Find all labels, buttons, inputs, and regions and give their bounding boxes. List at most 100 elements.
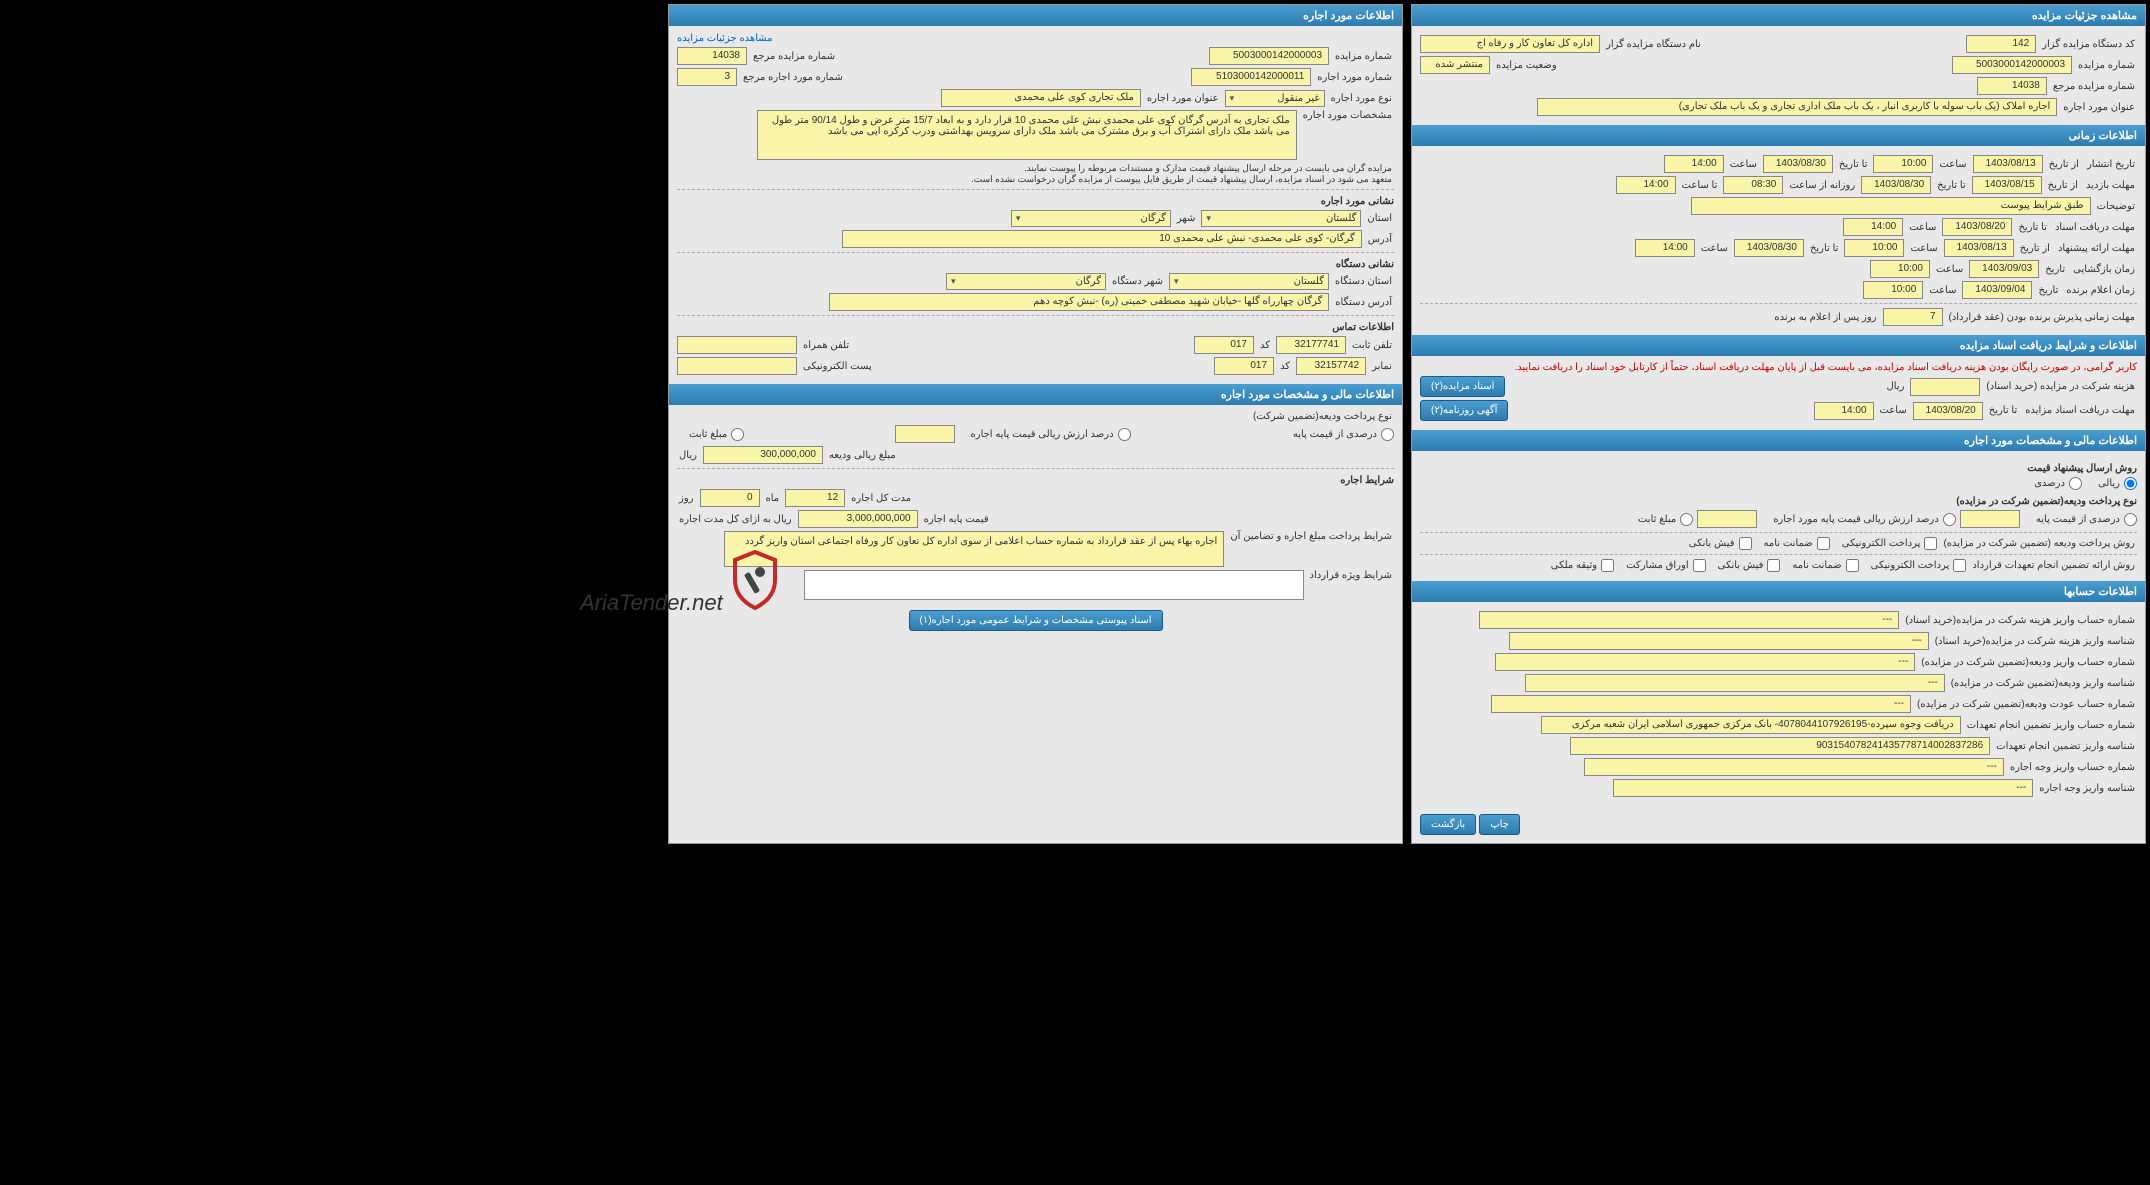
field-auction-no: 5003000142000003 [1952,56,2072,74]
section-header-accounts: اطلاعات حسابها [1412,581,2145,602]
warning-text: کاربر گرامی، در صورت رایگان بودن هزینه د… [1420,362,2137,373]
label-bid-submit: مهلت ارائه پیشنهاد [2056,243,2137,254]
dd-org-province[interactable]: گلستان▾ [1169,273,1329,290]
field-winner-days: 7 [1883,308,1943,326]
field-publish-from-t: 10:00 [1873,155,1933,173]
watermark-logo: AriaTender.net [580,550,780,616]
label-deposit-type: نوع پرداخت ودیعه(تضمین شرکت در مزایده) [1420,496,2137,507]
shield-icon [730,550,780,610]
field-org-addr: گرگان چهارراه گلها -خیابان شهید مصطفی خم… [829,293,1329,311]
field-phone: 32177741 [1276,336,1346,354]
field-fax-code: 017 [1214,357,1274,375]
brand-text: AriaTender.net [580,590,723,615]
field-publish-to: 1403/08/30 [1763,155,1833,173]
field-r-ref: 14038 [677,47,747,65]
field-fax: 32157742 [1296,357,1366,375]
btn-gen-conditions[interactable]: اسناد پیوستی مشخصات و شرایط عمومی مورد ا… [909,610,1163,631]
label-open: زمان بازگشایی [2071,264,2137,275]
btn-newspaper[interactable]: آگهی روزنامه(۲) [1420,400,1508,421]
dd-province[interactable]: گلستان▾ [1201,210,1361,227]
chk-guarantee[interactable]: ضمانت نامه [1764,537,1830,550]
acc1-field: --- [1479,611,1899,629]
field-rental-title: ملک تجاری کوی علی محمدی [941,89,1141,107]
field-status: منتشر شده [1420,56,1490,74]
field-rental-no: 5103000142000011 [1191,68,1311,86]
field-subject: اجاره املاک (یک باب سوله با کاربری انبار… [1537,98,2057,116]
acc6-field: دریافت وجوه سپرده-4078044107926195- بانک… [1541,716,1961,734]
label-notes: توضیحات [2095,201,2137,212]
section-header-doc-cond: اطلاعات و شرایط دریافت اسناد مزایده [1412,335,2145,356]
label-visit: مهلت بازدید [2084,180,2137,191]
section-header-financial: اطلاعات مالی و مشخصات مورد اجاره [1412,430,2145,451]
chevron-down-icon: ▾ [1230,93,1235,104]
label-code: کد دستگاه مزایده گزار [2040,39,2137,50]
label-bid-method: روش ارسال پیشنهاد قیمت [1420,463,2137,474]
radio-rial-base[interactable]: درصد ارزش ریالی قیمت پایه مورد اجاره [1773,513,1956,526]
label-status: وضعیت مزایده [1494,60,1559,71]
label-name: نام دستگاه مزایده گزار [1604,39,1703,50]
radio-percent[interactable]: درصدی [2034,477,2082,490]
acc2-field: --- [1509,632,1929,650]
field-special-cond [804,570,1304,600]
section-header-time: اطلاعات زمانی [1412,125,2145,146]
field-cost [1910,378,1980,396]
radio-rial-base2[interactable]: درصد ارزش ریالی قیمت پایه اجاره [971,428,1131,441]
field-pay-cond: اجاره بهاء پس از عقد قرارداد به شماره حس… [724,531,1224,567]
chevron-down-icon: ▾ [951,276,956,287]
field-ref: 14038 [1977,77,2047,95]
field-days: 0 [700,489,760,507]
radio-rial[interactable]: ریالی [2098,477,2137,490]
acc9-field: --- [1613,779,2033,797]
label-subject: عنوان مورد اجاره [2061,102,2137,113]
radio-fixed2[interactable]: مبلغ ثابت [689,428,744,441]
label-doc-receive: مهلت دریافت اسناد [2053,222,2137,233]
chevron-down-icon: ▾ [1016,213,1021,224]
field-name: اداره کل تعاون کار و رفاه اج [1420,35,1600,53]
field-publish-from: 1403/08/13 [1973,155,2043,173]
dd-city[interactable]: گرگان▾ [1011,210,1171,227]
label-auction-no: شماره مزایده [2076,60,2137,71]
radio-fixed[interactable]: مبلغ ثابت [1638,513,1693,526]
chk-bank[interactable]: فیش بانکی [1689,537,1752,550]
acc8-field: --- [1584,758,2004,776]
label-announce: زمان اعلام برنده [2064,285,2137,296]
field-spec: ملک تجاری به آدرس گرگان کوی علی محمدی نب… [757,110,1297,160]
note1: مزایده گران می بایست در مرحله ارسال پیشن… [677,163,1394,174]
radio-pct-base2[interactable]: درصدی از قیمت پایه [1293,428,1394,441]
field-notes: طبق شرایط پیوست [1691,197,2091,215]
label-cost: هزینه شرکت در مزایده (خرید اسناد) [1984,381,2137,392]
btn-back[interactable]: بازگشت [1420,814,1476,835]
btn-docs[interactable]: اسناد مزایده(۲) [1420,376,1505,397]
field-addr: گرگان- کوی علی محمدی- نبش علی محمدی 10 [842,230,1362,248]
label-contract-guarantee: روش ارائه تضمین انجام تعهدات قرارداد [1970,560,2137,571]
field-email [677,357,797,375]
rental-info-panel: اطلاعات مورد اجاره مشاهده جزئیات مزایده … [668,4,1403,844]
section-header-fin2: اطلاعات مالی و مشخصات مورد اجاره [669,384,1402,405]
field-rental-ref: 3 [677,68,737,86]
field-base-price: 3,000,000,000 [798,510,918,528]
dd-rental-type[interactable]: غیر منقول▾ [1225,90,1325,107]
dd-org-city[interactable]: گرگان▾ [946,273,1106,290]
field-deposit-amt: 300,000,000 [703,446,823,464]
note2: متعهد می شود در اسناد مزایده، ارسال پیشن… [677,174,1394,185]
chevron-down-icon: ▾ [1174,276,1179,287]
section-header-rental: اطلاعات مورد اجاره [669,5,1402,26]
btn-print[interactable]: چاپ [1479,814,1520,835]
acc5-field: --- [1491,695,1911,713]
field-months: 12 [785,489,845,507]
field-phone-code: 017 [1194,336,1254,354]
label-ref: شماره مزایده مرجع [2051,81,2137,92]
field-code: 142 [1966,35,2036,53]
field-r-auction-no: 5003000142000003 [1209,47,1329,65]
link-view-details[interactable]: مشاهده جزئیات مزایده [677,33,773,44]
radio-pct-base[interactable]: درصدی از قیمت پایه [2036,513,2137,526]
acc3-field: --- [1495,653,1915,671]
label-doc-deadline: مهلت دریافت اسناد مزایده [2023,405,2137,416]
chk-elec[interactable]: پرداخت الکترونیکی [1842,537,1938,550]
chevron-down-icon: ▾ [1206,213,1211,224]
section-header-details: مشاهده جزئیات مزایده [1412,5,2145,26]
field-publish-to-t: 14:00 [1664,155,1724,173]
acc7-field: 903154078241435778714002837286 [1570,737,1990,755]
acc4-field: --- [1525,674,1945,692]
auction-details-panel: مشاهده جزئیات مزایده کد دستگاه مزایده گز… [1411,4,2146,844]
